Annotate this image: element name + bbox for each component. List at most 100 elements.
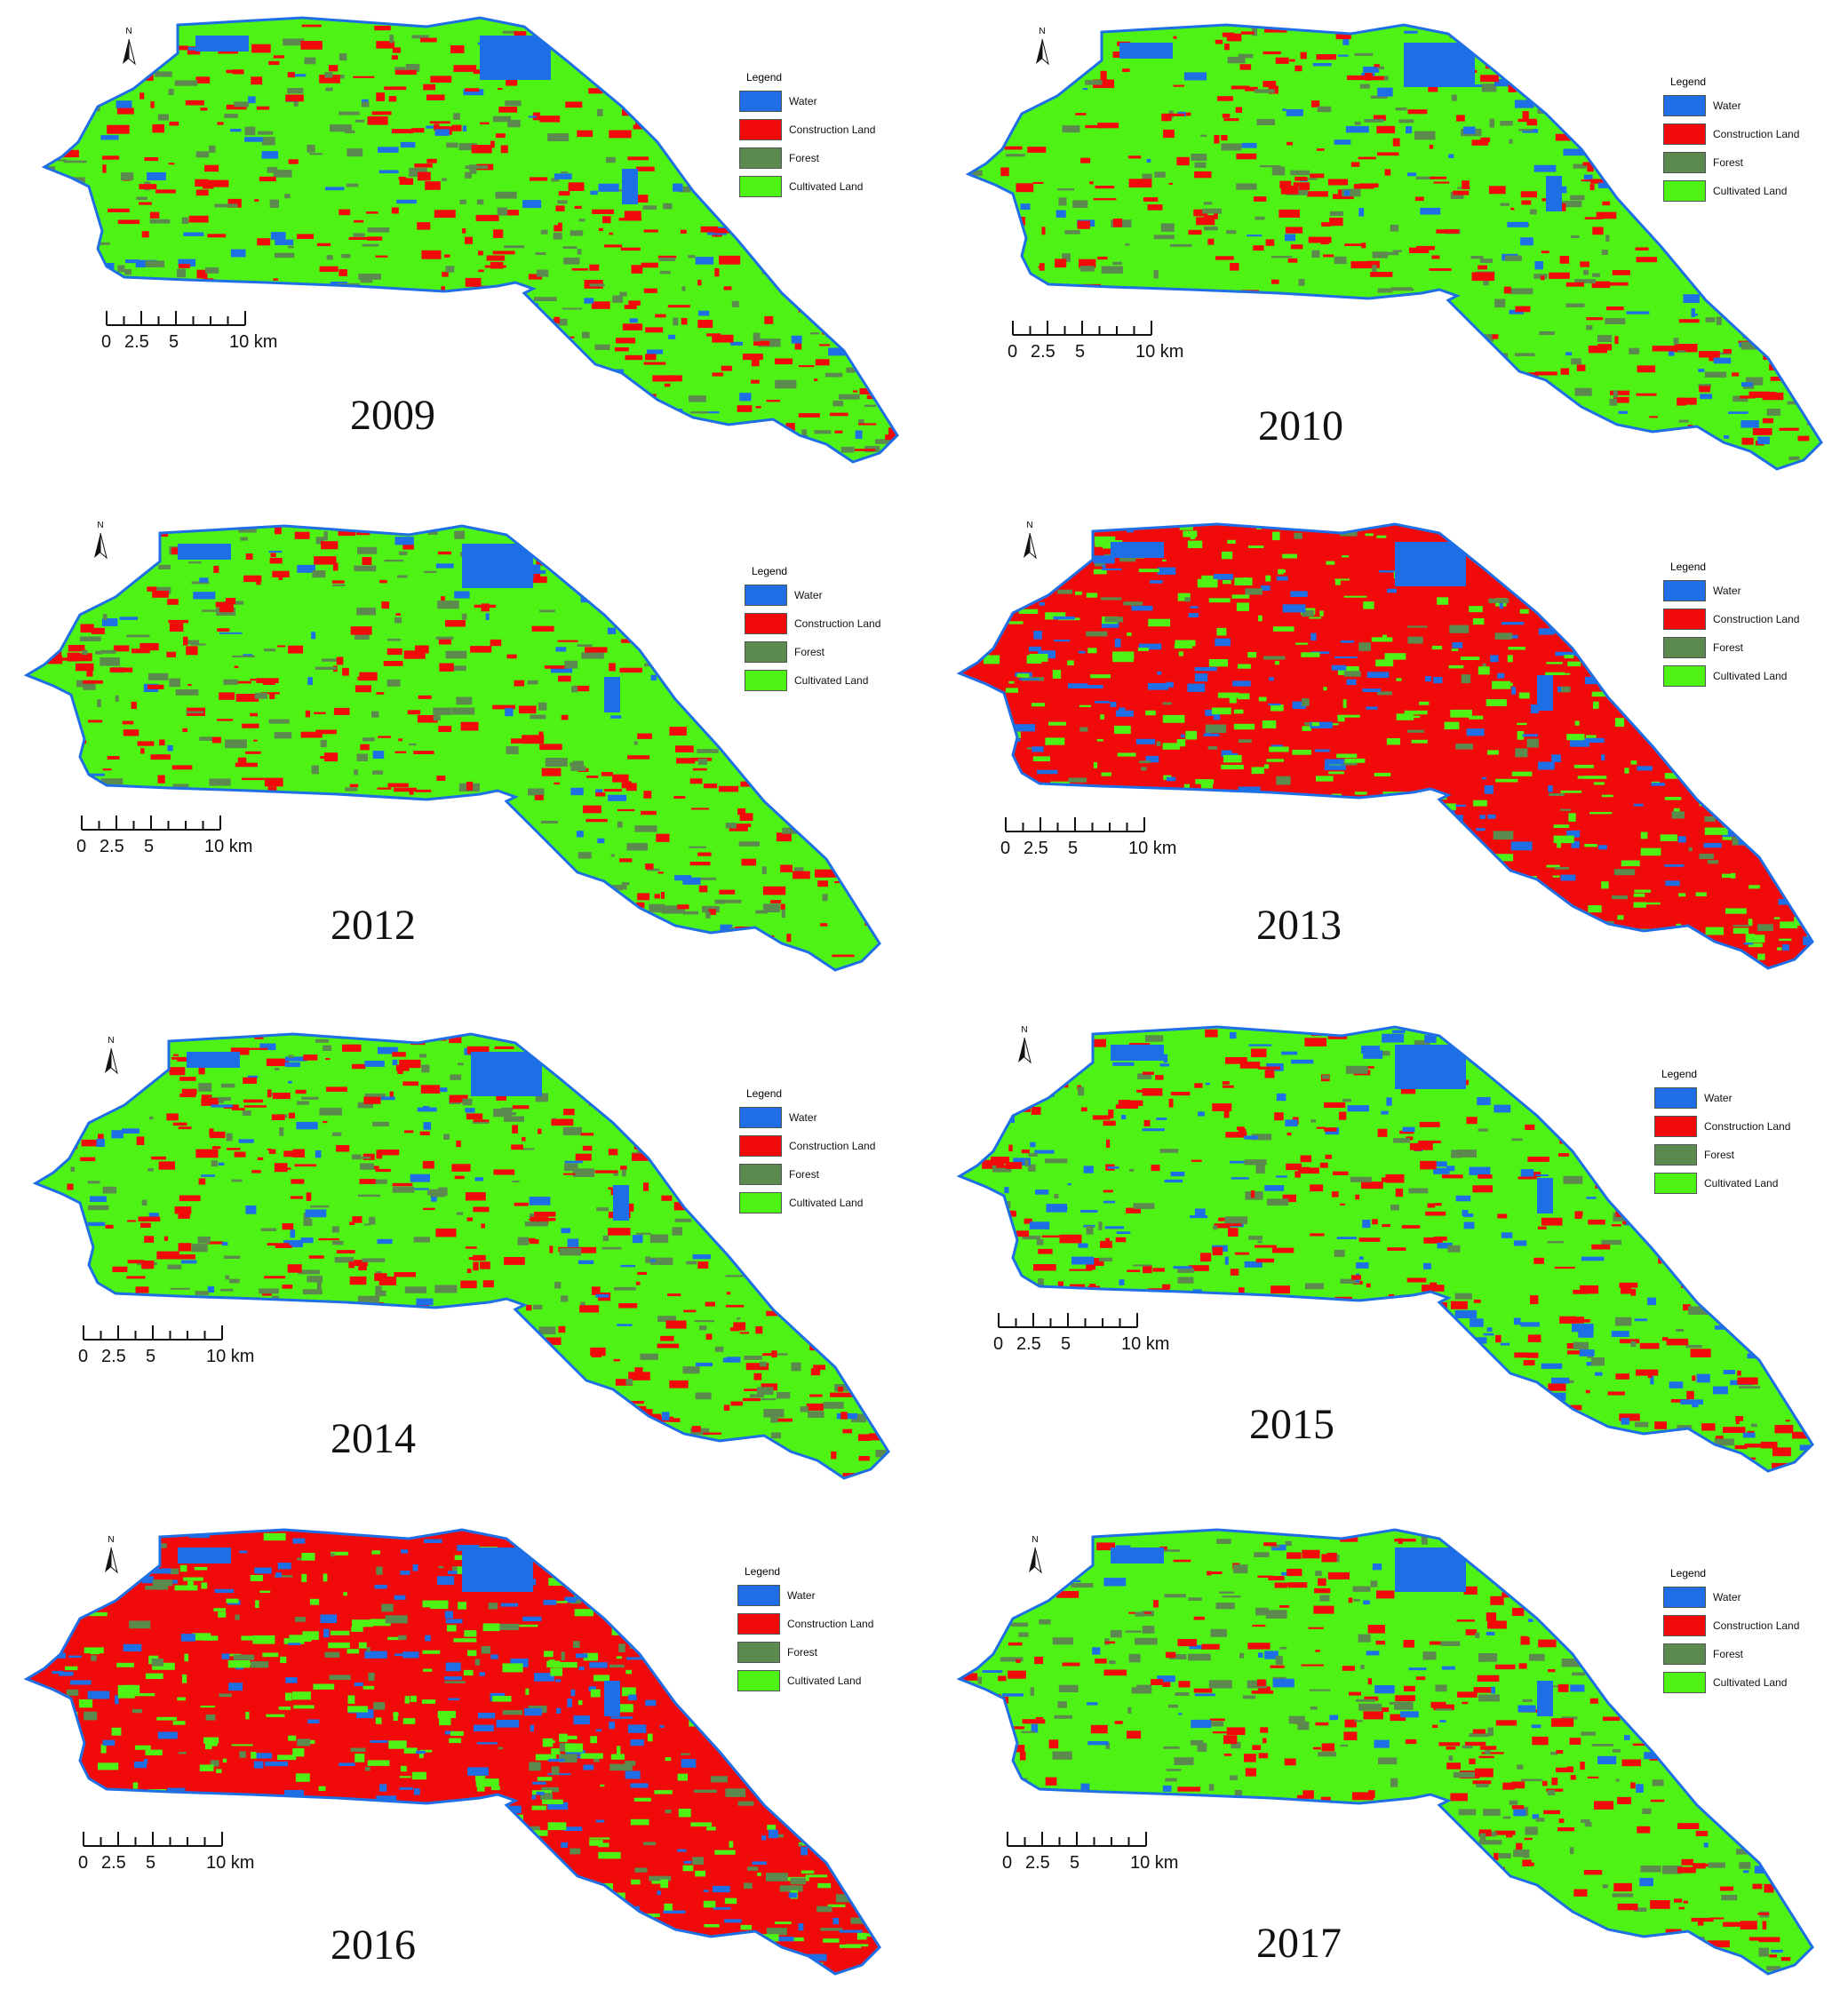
- land-cover-patch: [641, 1427, 664, 1432]
- land-cover-patch: [1418, 930, 1430, 934]
- land-cover-patch: [27, 788, 35, 792]
- land-cover-patch: [621, 781, 632, 789]
- land-cover-patch: [378, 1277, 397, 1285]
- land-cover-patch: [1147, 204, 1163, 211]
- land-cover-patch: [595, 46, 601, 49]
- land-cover-patch: [730, 956, 747, 959]
- land-cover-patch: [1564, 958, 1573, 966]
- land-cover-patch: [504, 1257, 525, 1265]
- land-cover-patch: [814, 704, 832, 713]
- land-cover-patch: [1212, 922, 1216, 929]
- land-cover-patch: [251, 1385, 272, 1388]
- land-cover-patch: [544, 665, 568, 669]
- land-cover-patch: [989, 400, 1008, 403]
- land-cover-patch: [1591, 281, 1611, 289]
- land-cover-patch: [1055, 536, 1073, 540]
- water-body: [613, 1185, 629, 1221]
- land-cover-patch: [1057, 188, 1074, 191]
- land-cover-patch: [1113, 938, 1135, 946]
- land-cover-patch: [968, 147, 976, 150]
- land-cover-patch: [734, 739, 755, 743]
- land-cover-patch: [49, 551, 73, 560]
- land-cover-patch: [1419, 1121, 1440, 1127]
- land-cover-patch: [998, 315, 1012, 322]
- land-cover-patch: [1190, 1215, 1208, 1219]
- land-cover-patch: [899, 60, 916, 68]
- land-cover-patch: [976, 795, 984, 801]
- land-cover-patch: [1531, 959, 1538, 963]
- land-cover-patch: [683, 595, 689, 601]
- land-cover-patch: [149, 211, 160, 219]
- land-cover-patch: [1740, 1303, 1762, 1307]
- land-cover-patch: [486, 255, 506, 261]
- land-cover-patch: [680, 441, 693, 449]
- land-cover-patch: [885, 22, 896, 32]
- land-cover-patch: [567, 1036, 590, 1045]
- land-cover-patch: [823, 1402, 844, 1409]
- land-cover-patch: [1059, 1303, 1074, 1308]
- land-cover-patch: [568, 923, 585, 930]
- land-cover-patch: [115, 362, 124, 370]
- land-cover-patch: [826, 754, 841, 760]
- land-cover-patch: [466, 855, 471, 862]
- land-cover-patch: [1621, 527, 1633, 530]
- land-cover-patch: [58, 100, 67, 105]
- land-cover-patch: [1025, 397, 1047, 401]
- land-cover-patch: [422, 832, 434, 839]
- land-cover-patch: [639, 91, 646, 99]
- land-cover-patch: [196, 269, 208, 279]
- land-cover-patch: [1449, 1385, 1458, 1390]
- land-cover-patch: [1008, 237, 1016, 244]
- land-cover-patch: [1366, 362, 1374, 368]
- legend-label: Water: [1713, 585, 1741, 597]
- land-cover-patch: [1154, 464, 1177, 469]
- land-cover-patch: [775, 1274, 779, 1282]
- land-cover-patch: [122, 1128, 139, 1134]
- land-cover-patch: [1636, 1369, 1659, 1376]
- land-cover-patch: [377, 1238, 393, 1245]
- land-cover-patch: [52, 1104, 74, 1110]
- land-cover-patch: [157, 775, 165, 784]
- land-cover-patch: [243, 445, 250, 454]
- land-cover-patch: [584, 896, 599, 901]
- land-cover-patch: [317, 1428, 323, 1434]
- land-cover-patch: [156, 389, 179, 399]
- land-cover-patch: [506, 746, 519, 754]
- land-cover-patch: [461, 1411, 472, 1417]
- land-cover-patch: [680, 150, 696, 156]
- land-cover-patch: [646, 539, 662, 545]
- land-cover-patch: [1584, 676, 1597, 685]
- land-cover-patch: [738, 454, 743, 460]
- land-cover-patch: [326, 1086, 347, 1092]
- land-cover-patch: [886, 227, 896, 232]
- land-cover-patch: [1559, 404, 1575, 413]
- land-cover-patch: [460, 1280, 477, 1289]
- land-cover-patch: [1314, 749, 1330, 752]
- land-cover-patch: [1534, 68, 1555, 71]
- land-cover-patch: [378, 170, 399, 174]
- land-cover-patch: [272, 1093, 291, 1100]
- land-cover-patch: [545, 758, 568, 767]
- land-cover-patch: [1435, 893, 1454, 900]
- land-cover-patch: [960, 1105, 979, 1111]
- land-cover-patch: [528, 788, 545, 796]
- land-cover-patch: [657, 871, 664, 874]
- land-cover-patch: [242, 723, 259, 728]
- land-cover-patch: [283, 1150, 299, 1158]
- land-cover-patch: [1730, 308, 1748, 314]
- land-cover-patch: [264, 938, 284, 946]
- land-cover-patch: [161, 42, 172, 45]
- land-cover-patch: [1090, 1258, 1104, 1266]
- land-cover-patch: [261, 137, 275, 146]
- land-cover-patch: [1560, 874, 1576, 881]
- land-cover-patch: [1310, 348, 1332, 357]
- land-cover-patch: [262, 681, 275, 685]
- land-cover-patch: [1591, 691, 1611, 697]
- land-cover-patch: [118, 549, 137, 557]
- land-cover-patch: [70, 1295, 91, 1303]
- land-cover-patch: [672, 541, 685, 544]
- land-cover-patch: [81, 222, 99, 228]
- land-cover-patch: [1033, 1264, 1056, 1271]
- land-cover-patch: [251, 1170, 261, 1174]
- land-cover-patch: [386, 1402, 409, 1409]
